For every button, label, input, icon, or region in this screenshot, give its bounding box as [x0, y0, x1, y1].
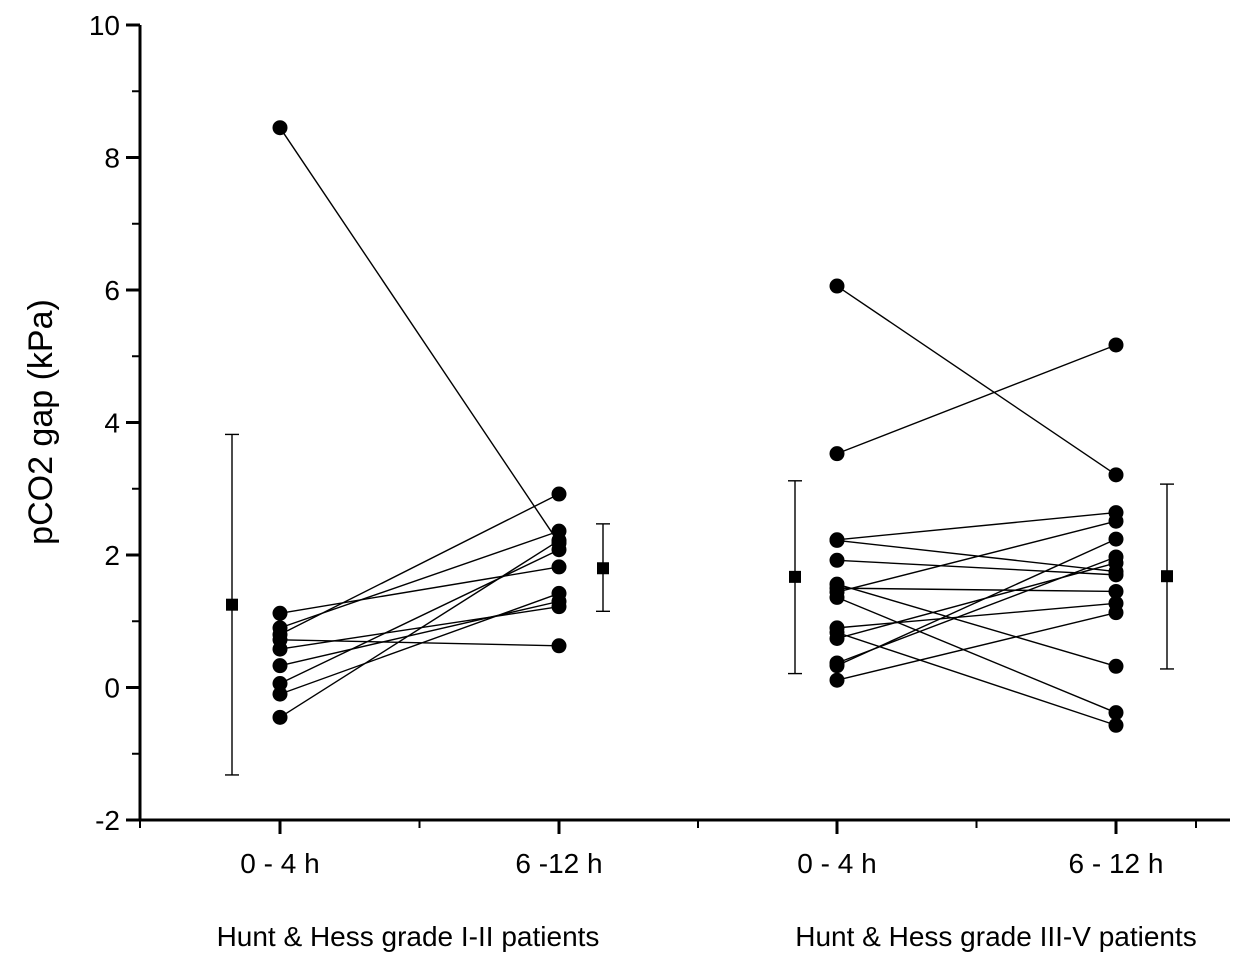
y-axis-title: pCO2 gap (kPa) [22, 299, 60, 545]
data-point [1108, 658, 1124, 674]
pair-line [836, 520, 1117, 593]
data-point [829, 589, 845, 605]
y-tick-label: 10 [89, 10, 120, 41]
mean-marker [789, 570, 801, 583]
y-tick-label: -2 [95, 805, 120, 836]
data-point [272, 605, 288, 621]
data-point [551, 559, 567, 575]
pair-line [836, 538, 1117, 667]
pair-line [836, 556, 1117, 664]
pair-line [836, 611, 1117, 681]
data-point [829, 658, 845, 674]
data-point [1108, 567, 1124, 583]
data-point [551, 532, 567, 548]
pair-line [836, 602, 1117, 629]
pair-line [836, 583, 1117, 667]
data-point [272, 709, 288, 725]
pair-line [279, 592, 560, 695]
pair-line [279, 539, 560, 718]
pair-line [836, 559, 1117, 576]
data-point [551, 638, 567, 654]
pair-line [279, 493, 560, 636]
data-point [1108, 531, 1124, 547]
x-tick-label: 0 - 4 h [797, 848, 876, 879]
data-point [1108, 583, 1124, 599]
data-points [272, 120, 1124, 733]
mean-marker [226, 598, 238, 611]
data-point [829, 552, 845, 568]
pair-line [836, 344, 1117, 455]
pair-line [836, 562, 1117, 640]
data-point [551, 486, 567, 502]
data-point [829, 630, 845, 646]
data-point [1108, 467, 1124, 483]
pair-line [836, 587, 1117, 593]
axes: -2 0 2 4 6 8 10 0 - 4 h 6 -12 h 0 - 4 h 6 - 12 h Hu… [89, 10, 1230, 952]
data-point [829, 672, 845, 688]
y-tick-label: 4 [104, 408, 120, 439]
x-tick-label: 0 - 4 h [240, 848, 319, 879]
pair-lines [279, 127, 1117, 726]
pair-line [836, 285, 1117, 476]
data-point [272, 120, 288, 136]
pair-line [836, 631, 1117, 726]
pair-line [279, 605, 560, 650]
pair-line [279, 549, 560, 685]
pair-line [279, 566, 560, 614]
pair-line [279, 639, 560, 647]
mean-marker [597, 562, 609, 575]
data-point [272, 676, 288, 692]
data-point [829, 532, 845, 548]
group-label: Hunt & Hess grade I-II patients [217, 921, 600, 952]
mean-marker [1161, 570, 1173, 583]
data-point [551, 585, 567, 601]
data-point [272, 658, 288, 674]
data-point [1108, 605, 1124, 621]
pair-line [279, 600, 560, 667]
data-point [1108, 549, 1124, 565]
x-tick-label: 6 - 12 h [1069, 848, 1164, 879]
y-tick-label: 2 [104, 540, 120, 571]
pair-line [836, 596, 1117, 714]
data-point [1108, 717, 1124, 733]
data-point [829, 278, 845, 294]
pair-line [836, 511, 1117, 541]
pair-line [279, 127, 560, 544]
data-point [272, 686, 288, 702]
data-point [272, 641, 288, 657]
y-tick-label: 0 [104, 673, 120, 704]
group-label: Hunt & Hess grade III-V patients [795, 921, 1197, 952]
data-point [1108, 337, 1124, 353]
x-tick-label: 6 -12 h [515, 848, 602, 879]
error-bars [225, 433, 1174, 776]
data-point [1108, 705, 1124, 721]
data-point [829, 446, 845, 462]
y-tick-label: 8 [104, 143, 120, 174]
data-point [1108, 513, 1124, 529]
y-tick-label: 6 [104, 275, 120, 306]
